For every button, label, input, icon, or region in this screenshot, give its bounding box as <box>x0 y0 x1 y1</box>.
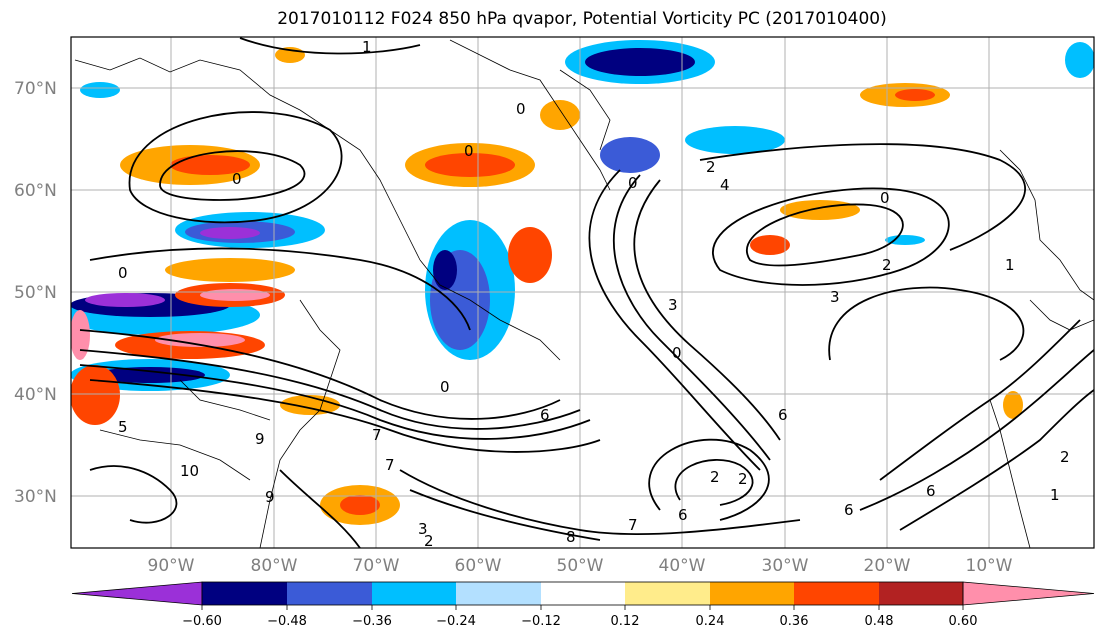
colorbar-cell <box>541 582 625 605</box>
colorbar-tick-label: 0.60 <box>949 614 978 629</box>
contour-label: 7 <box>372 426 382 444</box>
contour-label: 1 <box>1050 486 1060 504</box>
contour-label: 0 <box>880 189 890 207</box>
colorbar-ticks: −0.60 −0.48 −0.36 −0.24 −0.12 0.12 0.24 0.36 0.4… <box>182 605 977 629</box>
contour-label: 9 <box>255 430 265 448</box>
contour-label: 0 <box>440 378 450 396</box>
lon-label-30w: 30°W <box>762 556 809 576</box>
map-frame <box>70 36 1095 549</box>
colorbar-cell <box>202 582 287 605</box>
contour-label: 6 <box>926 482 936 500</box>
contour-label: 0 <box>672 344 682 362</box>
colorbar-tick-label: −0.48 <box>267 614 307 629</box>
contour-label: 3 <box>830 288 840 306</box>
lat-label-50n: 50°N <box>14 283 57 303</box>
contour-label: 3 <box>668 296 678 314</box>
colorbar-tick-label: −0.60 <box>182 614 222 629</box>
contour-labels: 1 0 0 0 0 0 2 4 0 2 3 3 1 0 0 7 7 9 9 10… <box>118 38 1070 550</box>
contour-label: 6 <box>540 406 550 424</box>
colorbar-cell <box>794 582 879 605</box>
contour-label: 2 <box>706 158 716 176</box>
contour-label: 10 <box>180 462 199 480</box>
lat-label-30n: 30°N <box>14 487 57 507</box>
colorbar-tick-label: −0.12 <box>521 614 561 629</box>
lon-label-40w: 40°W <box>659 556 706 576</box>
lon-label-10w: 10°W <box>966 556 1013 576</box>
contour-label: 0 <box>516 100 526 118</box>
contour-label: 4 <box>720 176 730 194</box>
lat-label-70n: 70°N <box>14 79 57 99</box>
contour-label: 9 <box>265 488 275 506</box>
contour-label: 6 <box>678 506 688 524</box>
colorbar-tick-label: −0.36 <box>352 614 392 629</box>
colorbar-cell <box>287 582 372 605</box>
colorbar-tick-label: −0.24 <box>436 614 476 629</box>
contour-label: 7 <box>385 456 395 474</box>
map-panel: 1 0 0 0 0 0 2 4 0 2 3 3 1 0 0 7 7 9 9 10… <box>71 37 1094 550</box>
contour-label: 2 <box>1060 448 1070 466</box>
colorbar-tick-label: 0.12 <box>611 614 640 629</box>
lon-label-50w: 50°W <box>557 556 604 576</box>
colorbar-cells <box>71 581 1095 606</box>
qvapor-shading <box>71 40 1094 525</box>
lon-label-20w: 20°W <box>864 556 911 576</box>
contour-label: 2 <box>738 470 748 488</box>
contour-label: 2 <box>424 532 434 550</box>
pv-contours <box>79 37 1094 548</box>
colorbar-cell <box>710 582 794 605</box>
lat-label-40n: 40°N <box>14 385 57 405</box>
colorbar-extend-high <box>962 581 1095 606</box>
colorbar-cell <box>372 582 456 605</box>
colorbar: −0.60 −0.48 −0.36 −0.24 −0.12 0.12 0.24 0.36 0.4… <box>71 581 1095 629</box>
contour-label: 6 <box>778 406 788 424</box>
colorbar-tick-label: 0.24 <box>696 614 725 629</box>
contour-label: 6 <box>844 501 854 519</box>
lon-label-70w: 70°W <box>353 556 400 576</box>
contour-label: 0 <box>628 174 638 192</box>
contour-label: 3 <box>418 520 428 538</box>
lon-label-90w: 90°W <box>148 556 195 576</box>
colorbar-cell <box>456 582 541 605</box>
colorbar-tick-label: 0.36 <box>780 614 809 629</box>
contour-label: 8 <box>566 528 576 546</box>
contour-label: 0 <box>464 142 474 160</box>
colorbar-cell <box>625 582 710 605</box>
longitude-labels: 90°W 80°W 70°W 60°W 50°W 40°W 30°W 20°W … <box>148 556 1013 576</box>
contour-label: 7 <box>628 516 638 534</box>
contour-label: 2 <box>882 256 892 274</box>
contour-label: 5 <box>118 418 128 436</box>
contour-label: 2 <box>710 468 720 486</box>
lon-label-60w: 60°W <box>455 556 502 576</box>
contour-label: 0 <box>232 170 242 188</box>
contour-label: 1 <box>362 38 372 56</box>
contour-label: 0 <box>118 264 128 282</box>
latitude-labels: 70°N 60°N 50°N 40°N 30°N <box>14 79 57 507</box>
colorbar-extend-low <box>71 581 203 606</box>
lon-label-80w: 80°W <box>251 556 298 576</box>
colorbar-frame <box>201 581 964 606</box>
lat-label-60n: 60°N <box>14 181 57 201</box>
colorbar-tick-label: 0.48 <box>865 614 894 629</box>
colorbar-cell <box>879 582 963 605</box>
contour-label: 1 <box>1005 256 1015 274</box>
map-title: 2017010112 F024 850 hPa qvapor, Potentia… <box>277 9 887 29</box>
